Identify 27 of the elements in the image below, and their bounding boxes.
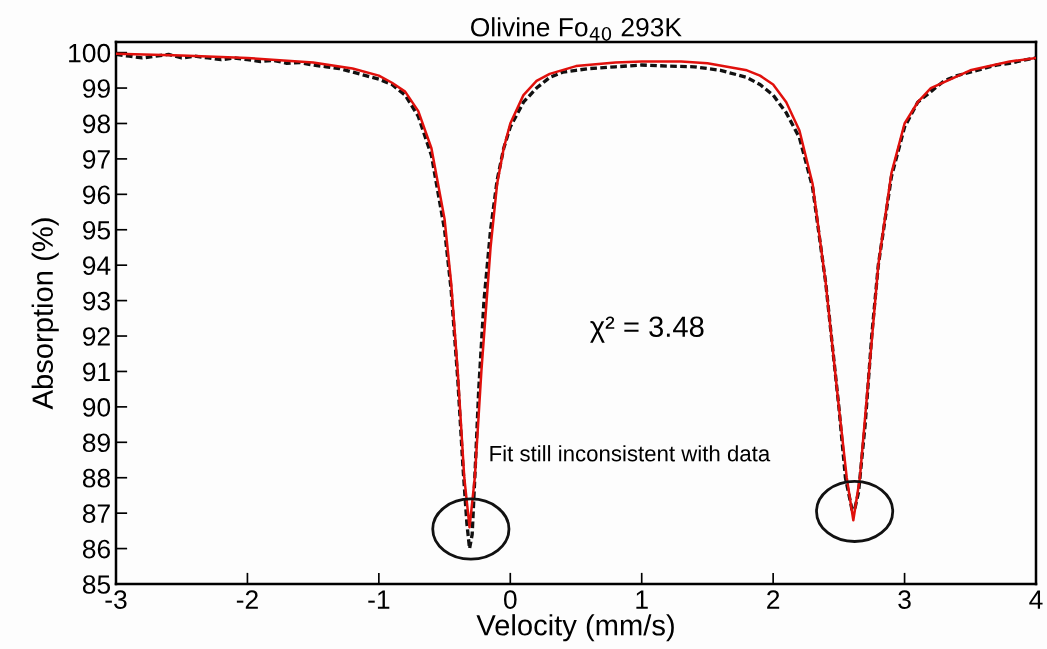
y-tick-label: 86	[82, 539, 110, 559]
y-tick-label: 95	[83, 220, 111, 240]
y-tick-label: 89	[82, 433, 110, 453]
x-axis-title: Velocity (mm/s)	[476, 614, 674, 642]
x-tick-label: 2	[767, 590, 780, 609]
y-tick-label: 87	[82, 504, 110, 523]
x-tick-label: 0	[503, 590, 517, 609]
y-tick-label: 92	[83, 327, 110, 346]
y-tick-label: 97	[83, 150, 110, 169]
x-tick-label: 3	[898, 590, 911, 609]
x-tick-label: 4	[1029, 590, 1043, 609]
y-tick-label: 88	[82, 468, 110, 488]
y-tick-label: 99	[83, 79, 110, 98]
x-tick-label: -2	[236, 590, 258, 609]
x-tick-label: -1	[368, 590, 390, 609]
x-tick-label: 1	[636, 590, 648, 609]
chart-title: Olivine Fo$_{40}$ 293K	[471, 17, 682, 41]
y-tick-label: 98	[83, 114, 110, 134]
y-axis-title: Absorption (%)	[31, 218, 59, 410]
y-tick-label: 93	[83, 291, 110, 311]
y-tick-label: 100	[69, 43, 111, 63]
y-tick-label: 90	[83, 398, 111, 417]
y-tick-label: 91	[83, 362, 110, 382]
y-tick-label: 94	[83, 256, 111, 275]
y-tick-label: 96	[83, 185, 110, 205]
annotation: χ² = 3.48	[590, 316, 704, 343]
annotation: Fit still inconsistent with data	[490, 445, 771, 462]
